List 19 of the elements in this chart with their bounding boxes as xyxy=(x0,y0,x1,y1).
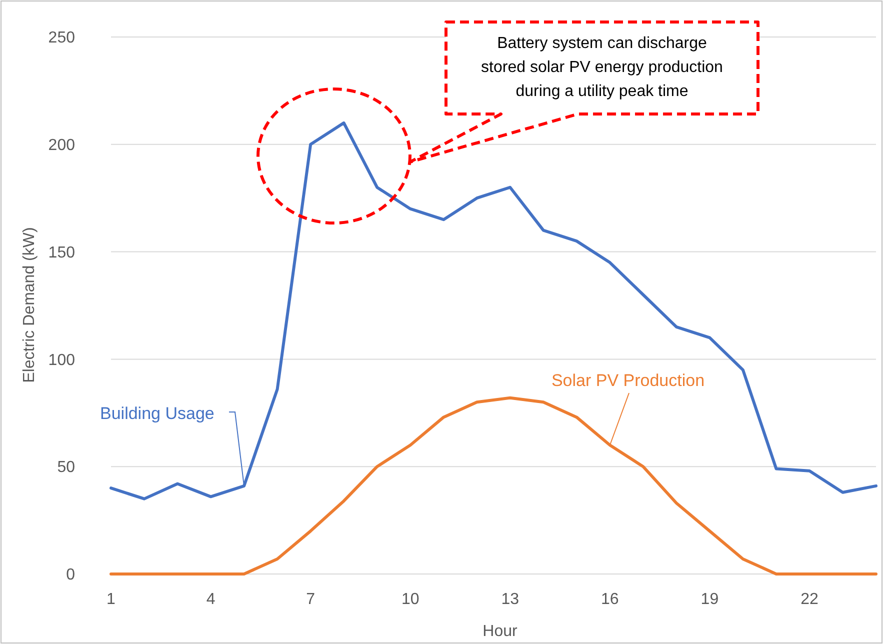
y-tick-label: 250 xyxy=(48,30,76,47)
x-tick-label: 22 xyxy=(800,591,818,608)
x-tick-label: 10 xyxy=(401,591,420,608)
series-label: Solar PV Production xyxy=(551,371,705,390)
y-tick-label: 200 xyxy=(48,137,76,154)
x-tick-label: 16 xyxy=(601,591,619,608)
y-tick-label: 50 xyxy=(57,459,76,476)
y-tick-label: 100 xyxy=(48,352,76,369)
annotation: Battery system can discharge stored solar PV energy production during a utility peak time xyxy=(481,35,723,100)
x-tick-label: 13 xyxy=(501,591,520,608)
text: Building Usage xyxy=(100,404,214,423)
x-tick-label: 1 xyxy=(106,591,116,608)
y-tick-label: 150 xyxy=(48,244,76,262)
x-tick-label: 4 xyxy=(206,591,216,608)
x-tick-label: 19 xyxy=(700,591,719,608)
y-axis-title: Electric Demand (kW) xyxy=(21,227,38,383)
x-axis-title: Hour xyxy=(482,623,518,640)
x-tick-label: 7 xyxy=(306,591,316,608)
y-tick-label: 0 xyxy=(66,566,76,584)
